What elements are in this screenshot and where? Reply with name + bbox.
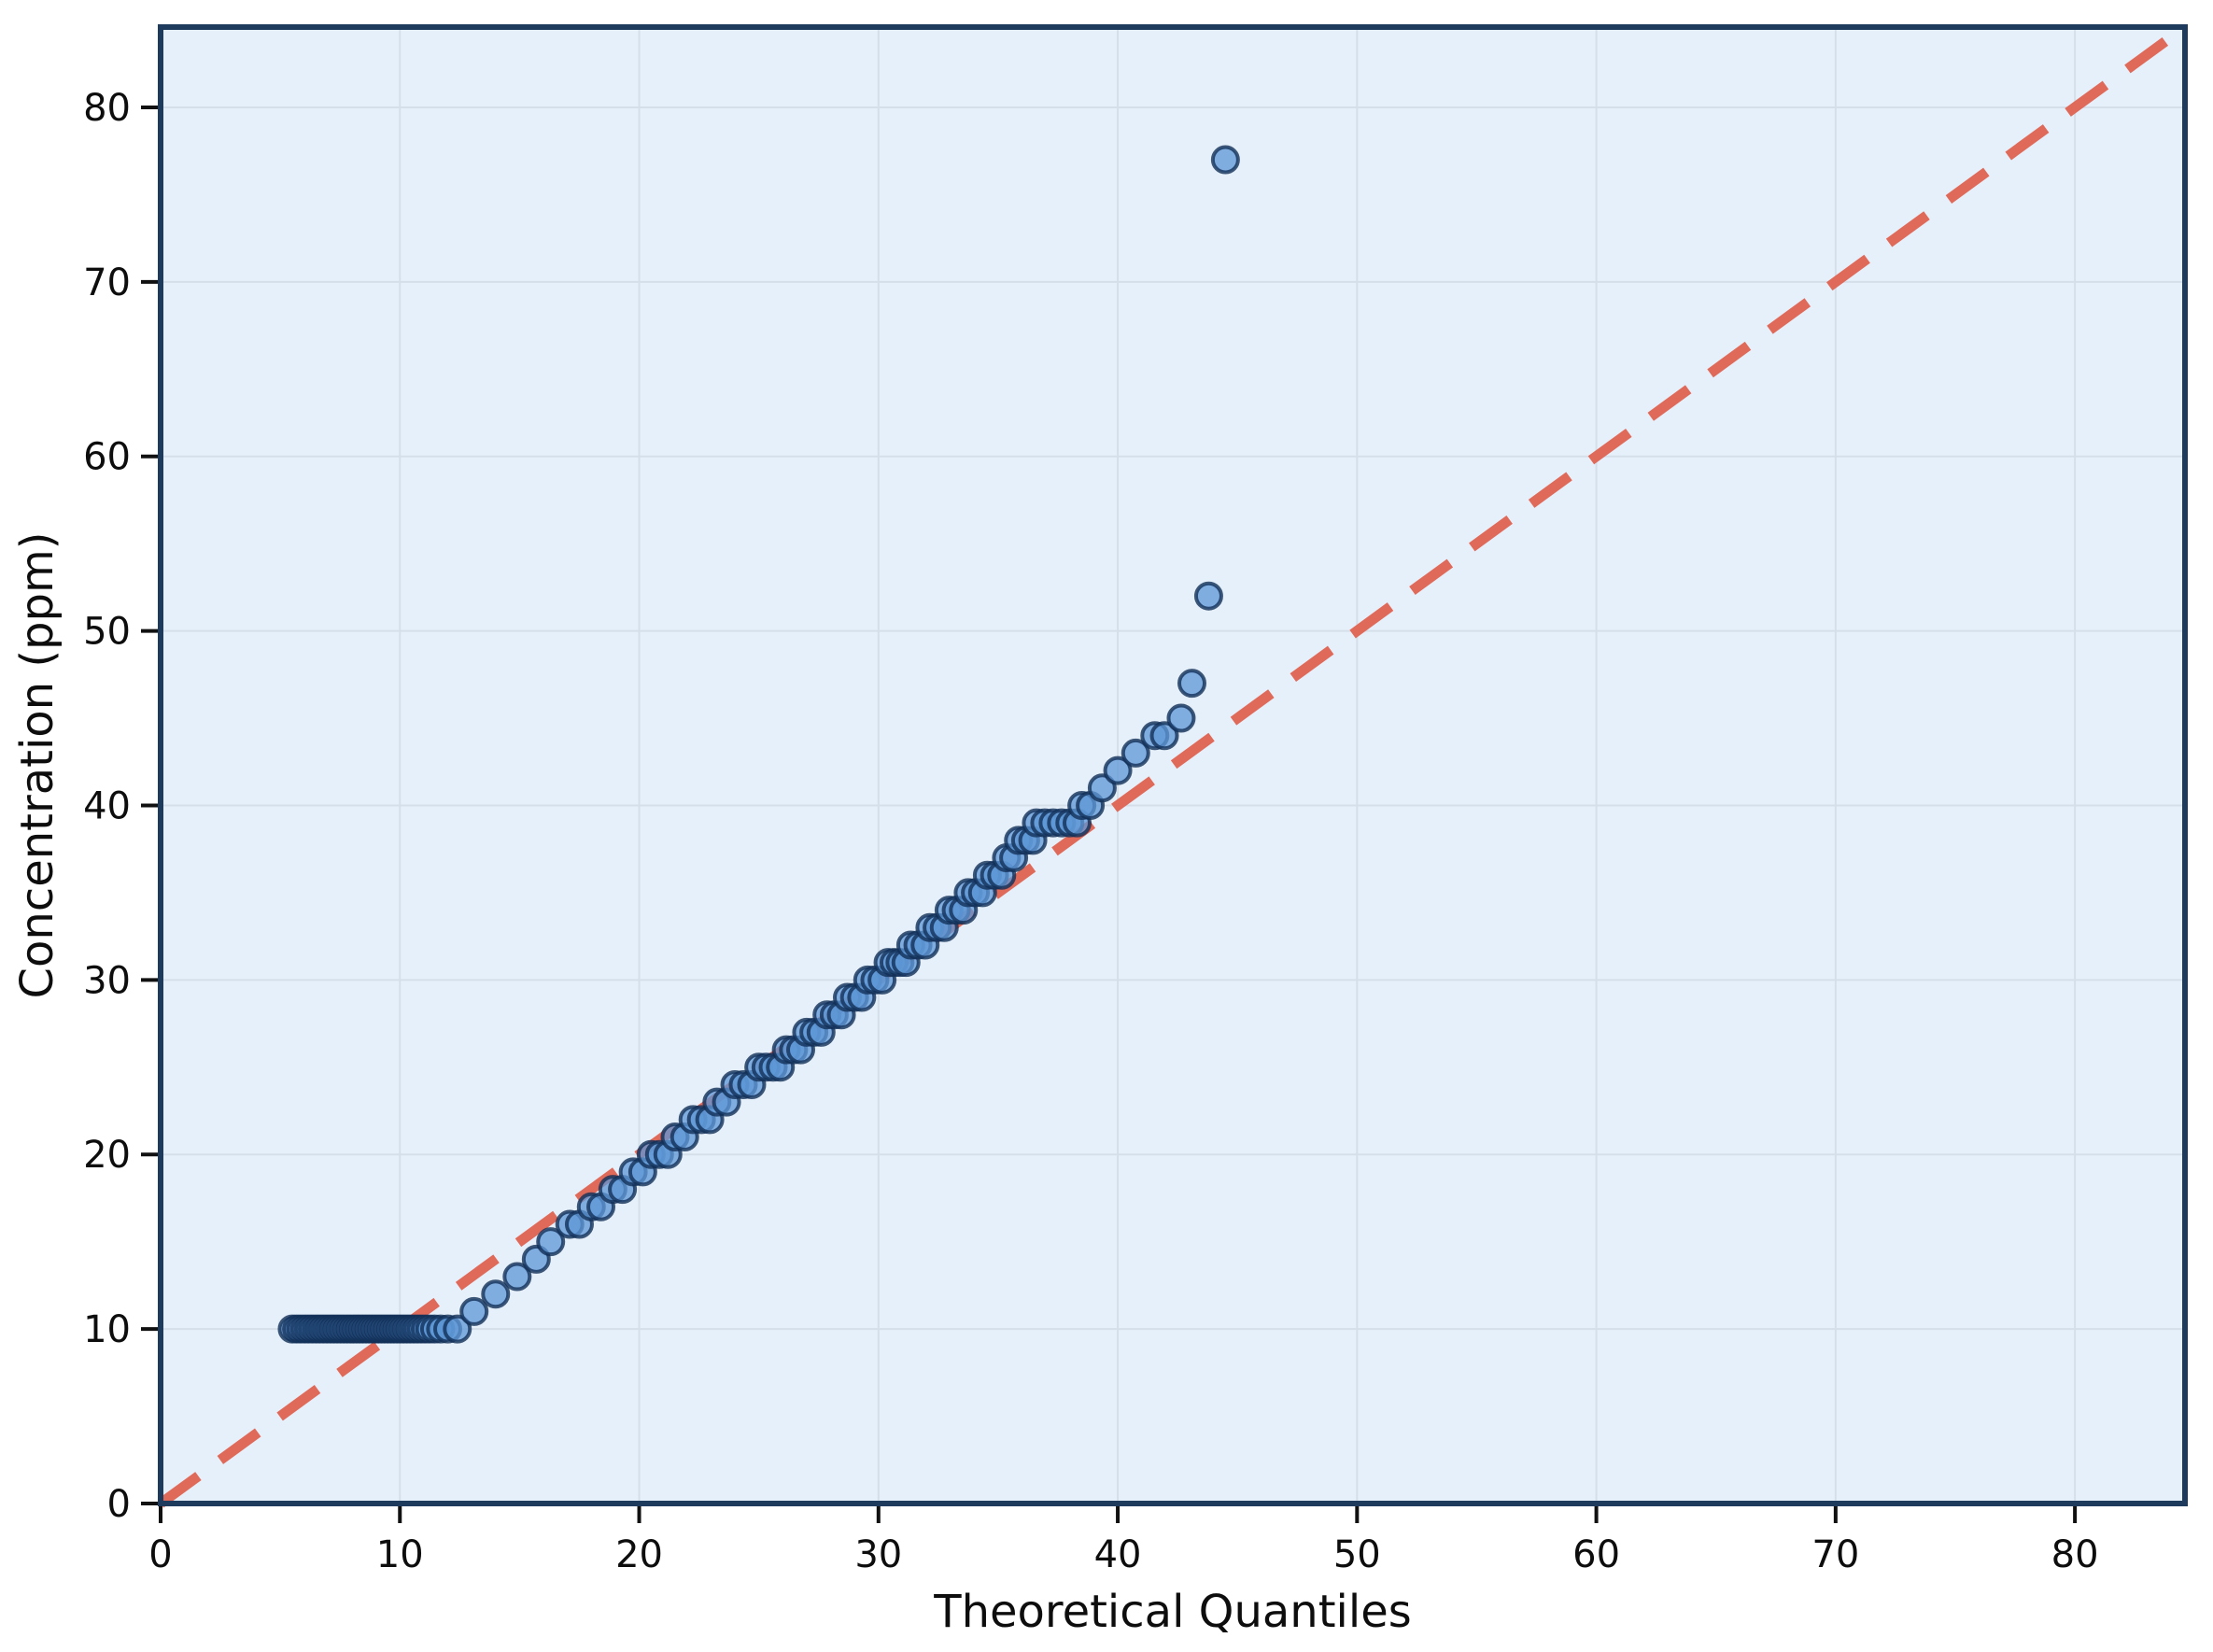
data-point — [1177, 669, 1207, 699]
y-axis-label: Concentration (ppm) — [11, 532, 63, 999]
data-point — [1149, 721, 1179, 751]
y-tick-label: 60 — [83, 436, 131, 479]
data-point — [443, 1314, 472, 1344]
y-tick-label: 20 — [83, 1134, 131, 1177]
ticks-layer: 0 10 20 30 40 50 60 70 80 0 10 20 30 40 50 60 70 80 — [83, 87, 2098, 1576]
y-tick-label: 70 — [83, 261, 131, 304]
series-sample-quantiles — [277, 145, 1240, 1344]
data-point — [1103, 755, 1133, 785]
data-point — [536, 1227, 566, 1257]
y-tick-label: 30 — [83, 959, 131, 1002]
x-tick-label: 80 — [2051, 1533, 2099, 1576]
x-tick-label: 60 — [1572, 1533, 1620, 1576]
data-point — [1121, 738, 1150, 768]
identity-line-y-equals-x — [157, 22, 2189, 1508]
y-tick-label: 10 — [83, 1308, 131, 1351]
x-tick-label: 0 — [148, 1533, 172, 1576]
x-axis-label: Theoretical Quantiles — [933, 1586, 1411, 1638]
data-point — [459, 1296, 489, 1326]
data-point — [1193, 581, 1223, 611]
data-point — [1087, 773, 1117, 803]
y-tick-label: 40 — [83, 784, 131, 827]
x-tick-label: 40 — [1094, 1533, 1142, 1576]
y-tick-label: 0 — [107, 1483, 131, 1526]
x-tick-label: 50 — [1333, 1533, 1381, 1576]
x-tick-label: 70 — [1811, 1533, 1859, 1576]
x-tick-label: 20 — [615, 1533, 663, 1576]
data-point — [1210, 145, 1240, 175]
y-tick-label: 50 — [83, 611, 131, 654]
data-point — [502, 1262, 532, 1292]
data-point — [1166, 703, 1196, 733]
x-tick-label: 10 — [376, 1533, 424, 1576]
x-tick-label: 30 — [854, 1533, 902, 1576]
y-tick-label: 80 — [83, 87, 131, 130]
axes-border — [158, 24, 2188, 1506]
data-point — [481, 1279, 511, 1309]
